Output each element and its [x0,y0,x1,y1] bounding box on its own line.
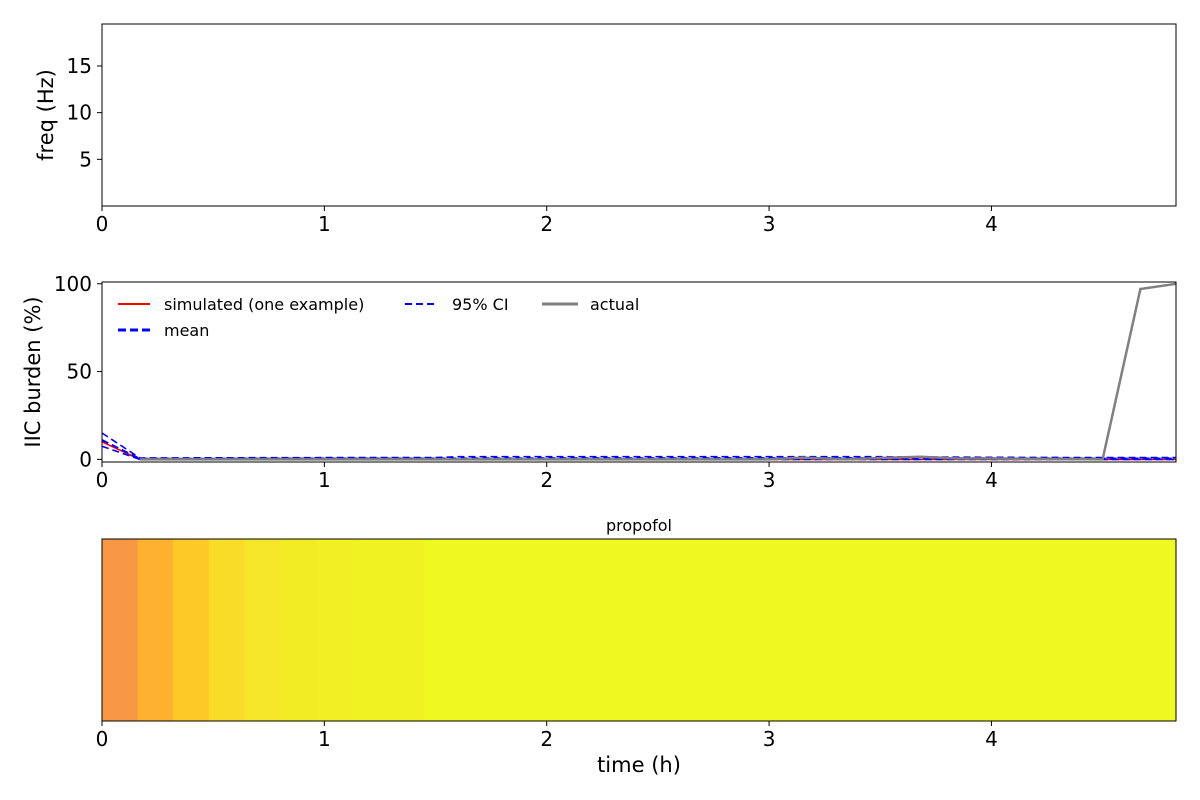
heatmap-cell [173,539,210,721]
legend-label-ci: 95% CI [452,295,509,314]
legend-label-actual: actual [590,295,639,314]
spectrogram-y-axis-label: freq (Hz) [34,69,58,161]
heatmap-cell [137,539,174,721]
spectrogram-y-tick-label: 5 [79,147,92,171]
legend-item-mean: mean [118,321,209,340]
spectrogram-x-tick-label: 2 [540,212,553,236]
spectrogram-x-ticks: 0 1 2 3 4 [96,206,998,236]
iic-series-lines [101,282,1177,461]
heatmap-cell [424,539,1177,721]
series-line-actual [139,282,1177,461]
iic-x-ticks: 0 1 2 3 4 [96,462,998,492]
panel-spectrogram: 0 1 2 3 4 5 10 15 freq (Hz) [34,23,1177,236]
heatmap-cell [208,539,245,721]
iic-x-tick-label: 2 [540,468,553,492]
legend-label-simulated: simulated (one example) [164,295,364,314]
propofol-x-tick-label: 3 [763,727,776,751]
legend-item-ci: 95% CI [405,295,509,314]
legend-item-actual: actual [542,295,639,314]
propofol-plot-frame [101,538,1177,722]
iic-x-tick-label: 0 [96,468,109,492]
iic-y-tick-label: 0 [79,447,92,471]
heatmap-cell [317,539,354,721]
spectrogram-x-tick-label: 3 [763,212,776,236]
spectrogram-plot-area [101,23,1177,207]
spectrogram-y-tick-label: 15 [67,54,92,78]
propofol-x-tick-label: 4 [985,727,998,751]
iic-y-axis-label: IIC burden (%) [21,296,45,447]
legend: simulated (one example) mean 95% CI actu… [118,295,639,340]
propofol-x-tick-label: 2 [540,727,553,751]
x-axis-label: time (h) [597,753,681,777]
spectrogram-y-ticks: 5 10 15 [67,54,102,171]
panel-propofol: propofol 0 1 2 3 4 time (h) [96,516,1177,777]
iic-x-tick-label: 4 [985,468,998,492]
propofol-heatmap-cells [102,539,1177,721]
spectrogram-x-tick-label: 1 [318,212,331,236]
iic-y-tick-label: 100 [54,272,92,296]
propofol-x-tick-label: 1 [318,727,331,751]
iic-y-tick-label: 50 [67,360,92,384]
iic-x-tick-label: 3 [763,468,776,492]
heatmap-cell [244,539,281,721]
panel-iic-burden: 0 1 2 3 4 0 50 100 IIC burden (%) simulated (o… [21,272,1177,492]
iic-y-ticks: 0 50 100 [54,272,102,471]
spectrogram-y-tick-label: 10 [67,101,92,125]
spectrogram-x-tick-label: 4 [985,212,998,236]
iic-x-tick-label: 1 [318,468,331,492]
legend-item-simulated: simulated (one example) [118,295,364,314]
heatmap-cell [102,539,139,721]
heatmap-cell [353,539,425,721]
heatmap-cell [279,539,319,721]
propofol-x-tick-label: 0 [96,727,109,751]
propofol-x-ticks: 0 1 2 3 4 [96,721,998,751]
iic-plot-background [102,282,1176,462]
propofol-title: propofol [606,516,672,535]
spectrogram-x-tick-label: 0 [96,212,109,236]
legend-label-mean: mean [164,321,209,340]
